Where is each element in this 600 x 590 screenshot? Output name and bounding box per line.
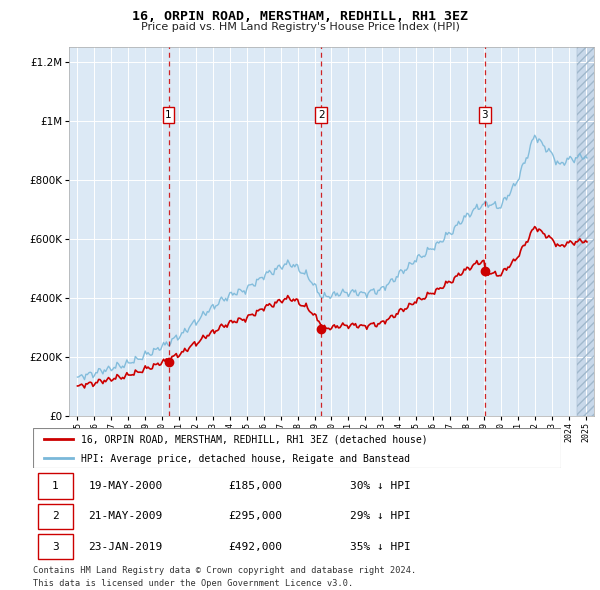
- Text: Price paid vs. HM Land Registry's House Price Index (HPI): Price paid vs. HM Land Registry's House …: [140, 22, 460, 32]
- Text: £185,000: £185,000: [229, 481, 283, 491]
- Bar: [577, 47, 596, 416]
- Text: 3: 3: [482, 110, 488, 120]
- Bar: [577, 47, 596, 416]
- Text: £295,000: £295,000: [229, 512, 283, 521]
- Text: 1: 1: [165, 110, 172, 120]
- Text: HPI: Average price, detached house, Reigate and Banstead: HPI: Average price, detached house, Reig…: [80, 454, 410, 464]
- FancyBboxPatch shape: [38, 534, 73, 559]
- Text: 3: 3: [52, 542, 59, 552]
- Text: 35% ↓ HPI: 35% ↓ HPI: [350, 542, 410, 552]
- Text: 2: 2: [52, 512, 59, 521]
- Text: 19-MAY-2000: 19-MAY-2000: [88, 481, 163, 491]
- FancyBboxPatch shape: [38, 503, 73, 529]
- Text: £492,000: £492,000: [229, 542, 283, 552]
- Text: 2: 2: [318, 110, 325, 120]
- Text: This data is licensed under the Open Government Licence v3.0.: This data is licensed under the Open Gov…: [33, 579, 353, 588]
- Text: Contains HM Land Registry data © Crown copyright and database right 2024.: Contains HM Land Registry data © Crown c…: [33, 566, 416, 575]
- Text: 16, ORPIN ROAD, MERSTHAM, REDHILL, RH1 3EZ (detached house): 16, ORPIN ROAD, MERSTHAM, REDHILL, RH1 3…: [80, 435, 427, 445]
- Text: 30% ↓ HPI: 30% ↓ HPI: [350, 481, 410, 491]
- Text: 21-MAY-2009: 21-MAY-2009: [88, 512, 163, 521]
- FancyBboxPatch shape: [38, 473, 73, 499]
- Text: 16, ORPIN ROAD, MERSTHAM, REDHILL, RH1 3EZ: 16, ORPIN ROAD, MERSTHAM, REDHILL, RH1 3…: [132, 10, 468, 23]
- FancyBboxPatch shape: [33, 428, 561, 468]
- Text: 23-JAN-2019: 23-JAN-2019: [88, 542, 163, 552]
- Text: 1: 1: [52, 481, 59, 491]
- Text: 29% ↓ HPI: 29% ↓ HPI: [350, 512, 410, 521]
